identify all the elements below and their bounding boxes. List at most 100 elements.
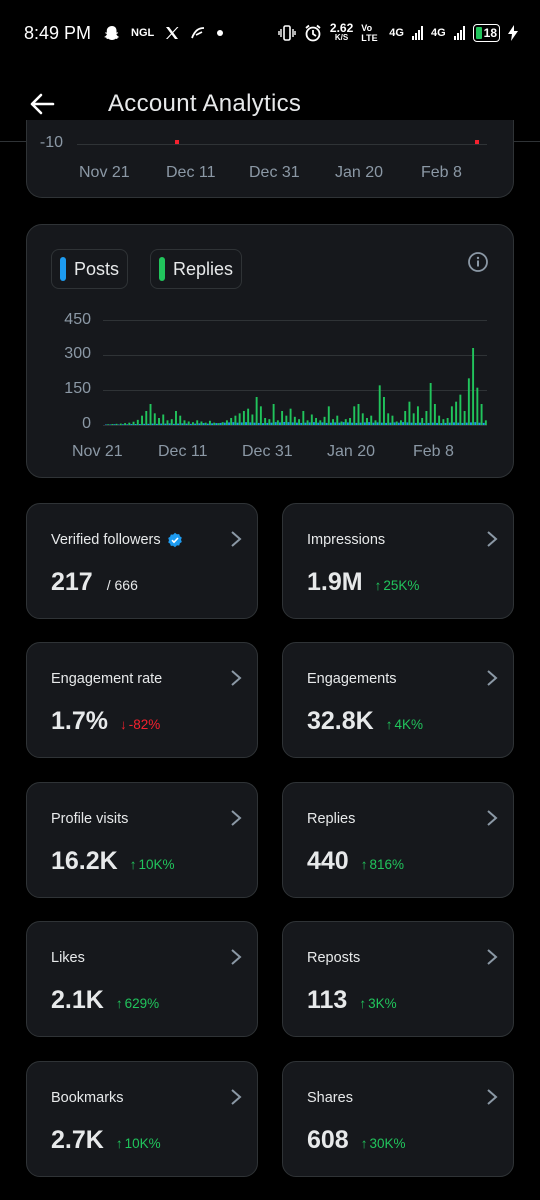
replies-bar [361, 413, 364, 425]
posts-bar [397, 422, 400, 425]
replies-bar [383, 397, 385, 425]
arrow-down-icon: ↓ [119, 717, 127, 732]
posts-bar [206, 423, 209, 425]
replies-bar [306, 420, 309, 425]
replies-bar [183, 420, 186, 425]
replies-bar [238, 413, 241, 425]
metric-card-engagement-rate[interactable]: Engagement rate 1.7% ↓ -82% [26, 642, 258, 758]
x-tick-label: Nov 21 [72, 443, 123, 460]
metric-card-impressions[interactable]: Impressions 1.9M ↑ 25K% [282, 503, 514, 619]
metric-value-row: 217 / 666 [51, 568, 138, 597]
replies-bar [484, 420, 487, 425]
metric-card-profile-visits[interactable]: Profile visits 16.2K ↑ 10K% [26, 782, 258, 898]
replies-bar [302, 411, 305, 425]
metric-delta: ↑ 629% [116, 996, 159, 1011]
posts-bar [194, 423, 197, 425]
replies-bar [459, 394, 462, 425]
metric-delta-value: 816% [369, 857, 404, 872]
metric-value: 16.2K [51, 847, 118, 875]
metric-value-row: 1.9M ↑ 25K% [307, 568, 419, 597]
app-header: Account Analytics [0, 66, 540, 142]
posts-bar [461, 422, 464, 425]
x-tick-label: Dec 11 [166, 164, 216, 181]
metric-label: Profile visits [51, 811, 128, 827]
metric-label-text: Replies [307, 811, 356, 827]
posts-bar [202, 423, 205, 425]
y-tick-label: 150 [64, 380, 91, 397]
posts-bar [436, 422, 438, 425]
info-icon[interactable] [467, 251, 489, 273]
x-tick-label: Nov 21 [79, 164, 130, 181]
alarm-icon [305, 24, 321, 42]
posts-bar [372, 422, 375, 425]
replies-bar [310, 414, 313, 425]
replies-bar [416, 406, 419, 425]
back-button[interactable] [12, 74, 72, 134]
arrow-up-icon: ↑ [115, 1136, 123, 1151]
replies-bar [196, 420, 199, 425]
replies-bar [166, 420, 169, 425]
posts-bar [266, 422, 269, 425]
chevron-right-icon [487, 670, 498, 686]
replies-swatch [159, 257, 165, 281]
chevron-right-icon [231, 949, 242, 965]
replies-bar [136, 419, 139, 425]
metric-card-engagements[interactable]: Engagements 32.8K ↑ 4K% [282, 642, 514, 758]
metric-label-text: Likes [51, 950, 85, 966]
replies-bar [158, 418, 160, 425]
metric-value: 32.8K [307, 707, 374, 735]
posts-bar [482, 422, 485, 425]
x-icon [166, 27, 179, 39]
legend-posts-toggle[interactable]: Posts [51, 249, 129, 289]
replies-bar [107, 424, 110, 425]
metric-delta-value: 4K% [394, 717, 423, 732]
replies-bar [145, 411, 148, 425]
posts-bar [219, 422, 222, 425]
chevron-right-icon [231, 1089, 242, 1105]
metric-card-replies[interactable]: Replies 440 ↑ 816% [282, 782, 514, 898]
data-point [475, 140, 479, 144]
metric-card-shares[interactable]: Shares 608 ↑ 30K% [282, 1061, 514, 1177]
posts-swatch [60, 257, 66, 281]
posts-bar [444, 422, 447, 425]
metric-delta-value: 10K% [124, 1136, 161, 1151]
metric-delta-value: -82% [128, 717, 161, 732]
metric-card-likes[interactable]: Likes 2.1K ↑ 629% [26, 921, 258, 1037]
replies-bar [285, 415, 288, 425]
posts-bar [440, 423, 443, 425]
arrow-up-icon: ↑ [360, 1136, 368, 1151]
replies-bar [264, 418, 267, 425]
gridline [103, 425, 487, 426]
metric-card-verified-followers[interactable]: Verified followers 217 / 666 [26, 503, 258, 619]
posts-bar [453, 422, 455, 425]
replies-bar [344, 419, 347, 425]
metric-delta-value: 25K% [383, 578, 420, 593]
legend-replies-toggle[interactable]: Replies [150, 249, 243, 289]
posts-bar [393, 422, 396, 425]
x-tick-label: Jan 20 [327, 443, 376, 460]
metric-value: 2.7K [51, 1126, 104, 1154]
metric-card-bookmarks[interactable]: Bookmarks 2.7K ↑ 10K% [26, 1061, 258, 1177]
posts-bar [236, 422, 239, 425]
metric-label: Engagements [307, 671, 396, 687]
replies-bar [153, 413, 156, 425]
metric-delta-value: 629% [124, 996, 160, 1011]
clock: 8:49 PM [24, 22, 92, 43]
replies-bar [128, 422, 131, 425]
replies-bar [289, 408, 292, 425]
metric-delta-value: 10K% [138, 857, 175, 872]
posts-bar [402, 422, 405, 425]
posts-bar [245, 422, 247, 425]
metric-delta: ↑ 25K% [375, 578, 420, 593]
gridline [77, 144, 487, 145]
metric-value: 440 [307, 847, 349, 875]
posts-bar [211, 423, 214, 425]
metric-card-reposts[interactable]: Reposts 113 ↑ 3K% [282, 921, 514, 1037]
posts-bar [189, 423, 192, 425]
posts-bar [134, 424, 137, 425]
replies-bar [438, 415, 441, 425]
replies-bar [319, 420, 322, 425]
replies-bar [132, 421, 135, 425]
legend-label: Replies [173, 258, 234, 279]
posts-bar [160, 423, 163, 425]
